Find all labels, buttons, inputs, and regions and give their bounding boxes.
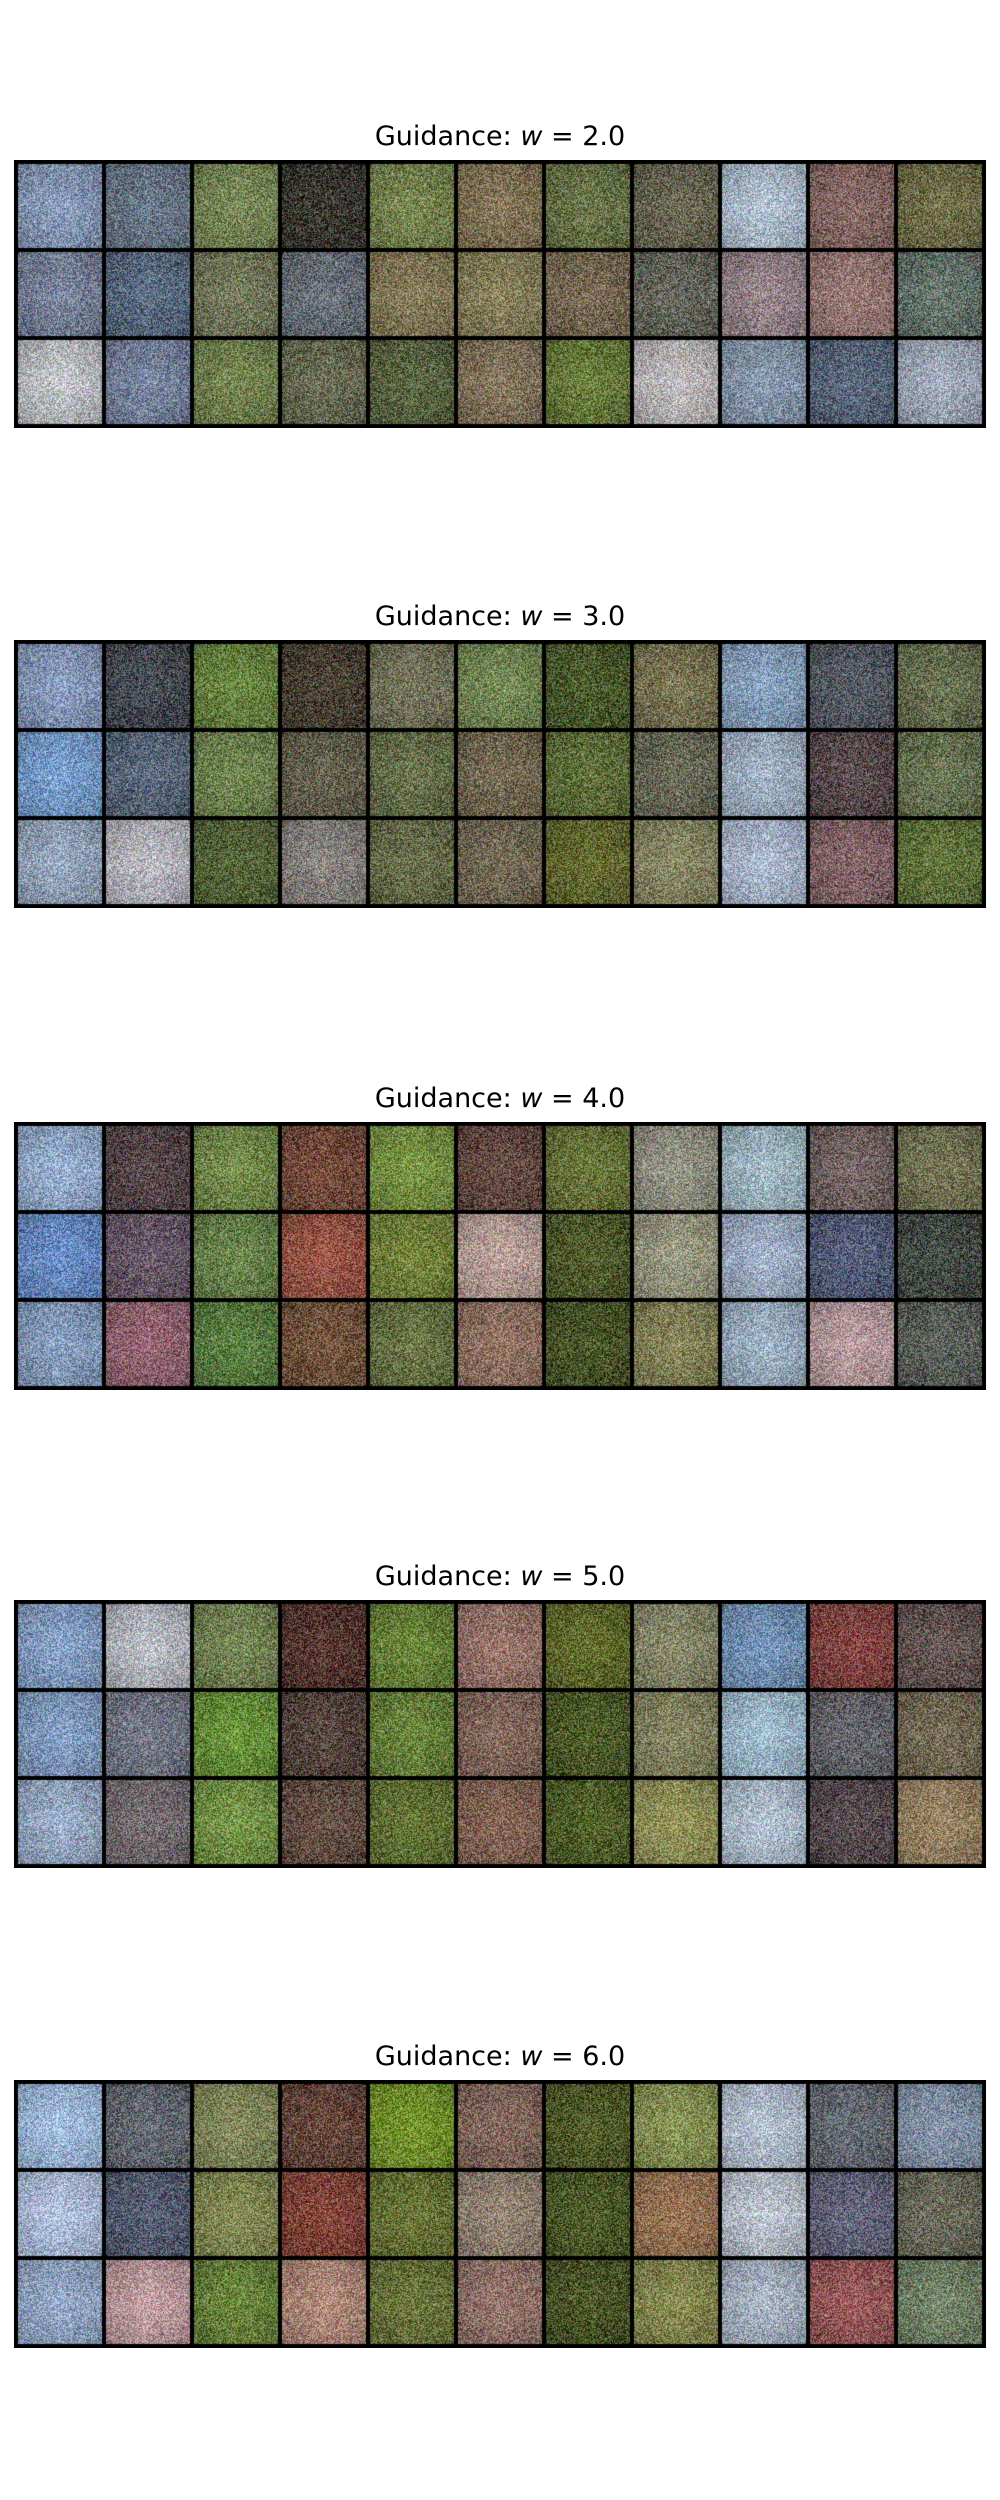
panel-title: Guidance: w = 2.0 [0,120,1000,154]
panel-title-variable: w [520,2041,543,2072]
panel-title-value: = 3.0 [542,601,626,632]
panel-title: Guidance: w = 3.0 [0,600,1000,634]
sample-image-grid [14,1600,986,1868]
panel-title-variable: w [520,1561,543,1592]
sample-image-grid [14,640,986,908]
panel-title-prefix: Guidance: [374,2041,521,2072]
sample-image-grid [14,1122,986,1390]
sample-image-grid [14,160,986,428]
panel-title-value: = 4.0 [542,1083,626,1114]
panel-title-prefix: Guidance: [374,1083,521,1114]
panel-title-variable: w [520,1083,543,1114]
panel-title-prefix: Guidance: [374,1561,521,1592]
panel-title: Guidance: w = 6.0 [0,2040,1000,2074]
panel-title-variable: w [520,121,543,152]
panel-title: Guidance: w = 5.0 [0,1560,1000,1594]
panel-title-value: = 5.0 [542,1561,626,1592]
panel-title-value: = 2.0 [542,121,626,152]
panel-title: Guidance: w = 4.0 [0,1082,1000,1116]
sample-image-grid [14,2080,986,2348]
panel-title-value: = 6.0 [542,2041,626,2072]
panel-title-prefix: Guidance: [374,601,521,632]
panel-title-variable: w [520,601,543,632]
panel-title-prefix: Guidance: [374,121,521,152]
